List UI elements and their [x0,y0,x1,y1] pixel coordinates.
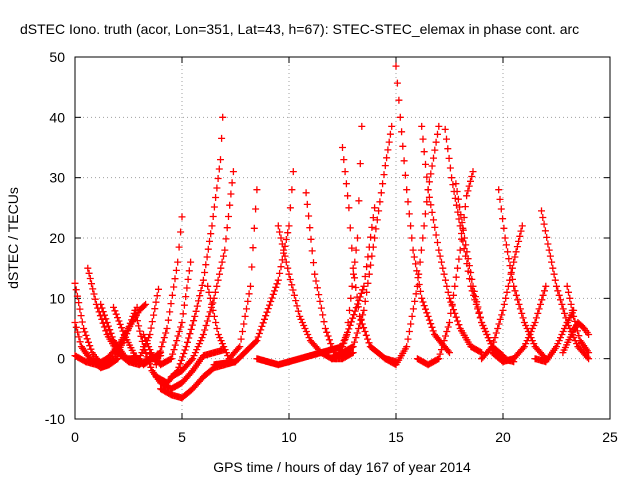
series-arc7 [131,306,229,393]
x-tick-label: 15 [388,429,404,445]
series-arc32 [559,319,593,357]
x-tick-label: 20 [495,429,511,445]
point-markers [563,282,593,357]
series-arc11 [152,113,227,387]
x-tick-label: 0 [71,429,79,445]
y-tick-label: 0 [57,351,65,367]
x-tick-label: 5 [178,429,186,445]
series-arc13 [204,186,261,363]
point-markers [381,122,443,369]
point-markers [413,168,477,369]
data-points [71,62,593,402]
y-tick-label: 20 [49,230,65,246]
x-axis-title: GPS time / hours of day 167 of year 2014 [213,459,471,475]
point-markers [559,319,593,357]
point-markers [392,62,453,357]
point-markers [253,204,379,369]
chart-title: dSTEC Iono. truth (acor, Lon=351, Lat=43… [20,21,579,37]
series-arc10 [146,258,195,369]
series-arc16 [302,122,366,363]
point-markers [152,113,227,387]
series-arc19 [328,122,396,363]
series-arc21 [381,122,443,369]
series-arc12 [167,168,237,381]
y-axis-title: dSTEC / TECUs [5,187,21,289]
series-arc24 [413,168,477,369]
series-arc27 [478,222,526,363]
point-markers [488,282,550,366]
point-markers [146,258,195,369]
point-markers [210,168,297,369]
y-tick-label: 10 [49,290,65,306]
y-tick-label: 30 [49,170,65,186]
y-tick-label: 50 [49,49,65,65]
x-tick-label: 25 [602,429,618,445]
series-arc22 [418,122,486,357]
point-markers [531,306,578,366]
series-arc20 [392,62,453,357]
point-markers [418,122,486,357]
series-arc31 [563,282,593,357]
x-tick-label: 10 [281,429,297,445]
point-markers [167,168,237,381]
point-markers [478,222,526,363]
axis-ticks: 0 5 10 15 20 25 -10 0 10 20 30 40 50 [45,49,618,445]
point-markers [131,306,229,393]
point-markers [302,122,366,363]
series-arc14 [210,168,297,369]
series-arc28 [488,282,550,366]
y-tick-label: -10 [45,411,65,427]
point-markers [328,122,396,363]
y-tick-label: 40 [49,109,65,125]
series-arc30 [531,306,578,366]
point-markers [204,186,261,363]
series-arc18 [253,204,379,369]
